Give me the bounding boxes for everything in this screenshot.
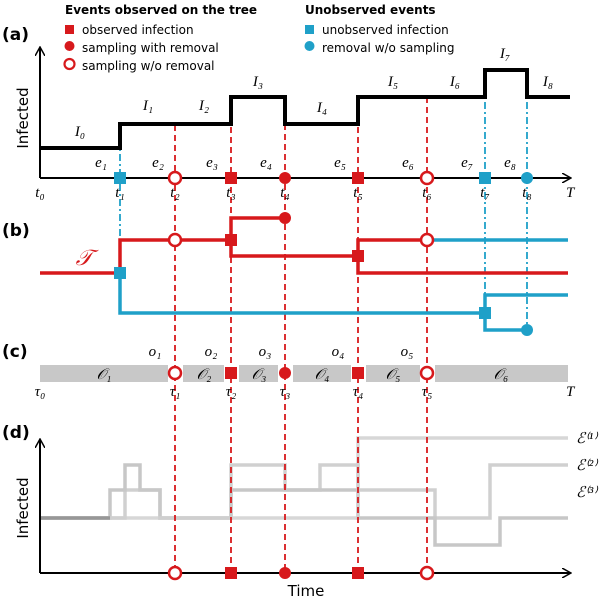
- tau-label: τ₂: [226, 384, 237, 400]
- square-marker: [114, 267, 126, 279]
- event-label: e₄: [260, 155, 272, 171]
- event-label: e₇: [461, 155, 473, 171]
- square-marker: [114, 172, 126, 184]
- level-label: I₄: [316, 100, 327, 116]
- tau-label: τ₄: [353, 384, 364, 400]
- interval-label: 𝒪₆: [494, 367, 509, 383]
- interval-label: 𝒪₁: [97, 367, 112, 383]
- end-label: T: [566, 185, 576, 201]
- square-marker: [479, 307, 491, 319]
- level-label: I₃: [252, 74, 263, 90]
- panel-label: (a): [2, 25, 29, 45]
- time-label: t₅: [353, 185, 362, 201]
- event-markers: [114, 170, 533, 581]
- filled-marker: [279, 172, 291, 184]
- legend-markers: [63, 25, 315, 71]
- observation-label: o₃: [259, 344, 272, 360]
- level-label: I₂: [198, 98, 209, 114]
- time-label: t₀: [35, 185, 44, 201]
- trajectories: [40, 436, 568, 547]
- time-label: t₄: [280, 185, 289, 201]
- observation-label: o₁: [149, 344, 162, 360]
- end-label: T: [566, 384, 576, 400]
- time-label: t₃: [226, 185, 235, 201]
- event-label: e₃: [206, 155, 218, 171]
- level-label: I₀: [74, 124, 85, 140]
- filled-marker: [521, 172, 533, 184]
- event-label: e₆: [402, 155, 414, 171]
- trajectory-label: ℰ⁽³⁾: [576, 485, 598, 501]
- filled-marker: [279, 567, 291, 579]
- drawing: [40, 25, 570, 581]
- open-marker: [419, 565, 435, 581]
- open-marker: [419, 232, 435, 248]
- panel-label: (b): [2, 221, 30, 241]
- time-label: t₇: [480, 185, 489, 201]
- observation-label: o₅: [401, 344, 414, 360]
- event-label: e₅: [334, 155, 346, 171]
- open-marker: [419, 365, 435, 381]
- event-label: e₁: [95, 155, 107, 171]
- time-label: t₁: [115, 185, 124, 201]
- level-label: I₈: [542, 74, 553, 90]
- square-marker: [225, 367, 237, 379]
- y-axis-label: Infected: [14, 477, 32, 538]
- event-label: e₂: [152, 155, 164, 171]
- tree-label: 𝒯: [76, 245, 100, 270]
- panel-label: (d): [2, 423, 30, 443]
- square-marker: [225, 567, 237, 579]
- y-axis-label: Infected: [14, 87, 32, 148]
- filled-marker: [279, 367, 291, 379]
- event-lines: [174, 97, 428, 572]
- event-label: e₈: [504, 155, 516, 171]
- legend-item: unobserved infection: [322, 23, 449, 37]
- interval-label: 𝒪₅: [386, 367, 401, 383]
- time-label: t₆: [422, 185, 431, 201]
- tau-label: τ₀: [35, 384, 46, 400]
- tau-label: τ₅: [422, 384, 433, 400]
- observation-bar: [40, 365, 568, 382]
- tau-label: τ₁: [170, 384, 181, 400]
- legend-item: removal w/o sampling: [322, 41, 455, 55]
- legend-title: Unobserved events: [305, 3, 436, 17]
- level-label: I₆: [449, 74, 460, 90]
- filled-marker: [279, 212, 291, 224]
- trajectory-label: ℰ⁽¹⁾: [576, 431, 598, 447]
- level-label: I₁: [142, 98, 153, 114]
- open-marker: [167, 365, 183, 381]
- level-label: I₅: [387, 74, 398, 90]
- tau-label: τ₃: [280, 384, 291, 400]
- axes-d: [40, 440, 570, 573]
- observation-label: o₂: [205, 344, 218, 360]
- level-label: I₇: [499, 46, 510, 62]
- open-marker: [167, 565, 183, 581]
- panel-label: (c): [2, 342, 28, 362]
- time-label: t₂: [170, 185, 179, 201]
- interval-label: 𝒪₃: [252, 367, 267, 383]
- square-marker: [225, 172, 237, 184]
- square-marker: [225, 234, 237, 246]
- legend-title: Events observed on the tree: [65, 3, 257, 17]
- legend-item: sampling with removal: [82, 41, 219, 55]
- x-axis-label: Time: [287, 582, 325, 599]
- square-marker: [352, 172, 364, 184]
- observation-label: o₄: [332, 344, 345, 360]
- open-marker: [419, 170, 435, 186]
- interval-label: 𝒪₂: [197, 367, 212, 383]
- interval-label: 𝒪₄: [315, 367, 330, 383]
- square-marker: [479, 172, 491, 184]
- square-marker: [352, 250, 364, 262]
- time-label: t₈: [522, 185, 531, 201]
- filled-marker: [521, 324, 533, 336]
- open-marker: [167, 232, 183, 248]
- legend-item: sampling w/o removal: [82, 59, 215, 73]
- open-marker: [167, 170, 183, 186]
- square-marker: [352, 367, 364, 379]
- square-marker: [352, 567, 364, 579]
- legend-item: observed infection: [82, 23, 194, 37]
- trajectory-label: ℰ⁽²⁾: [576, 458, 598, 474]
